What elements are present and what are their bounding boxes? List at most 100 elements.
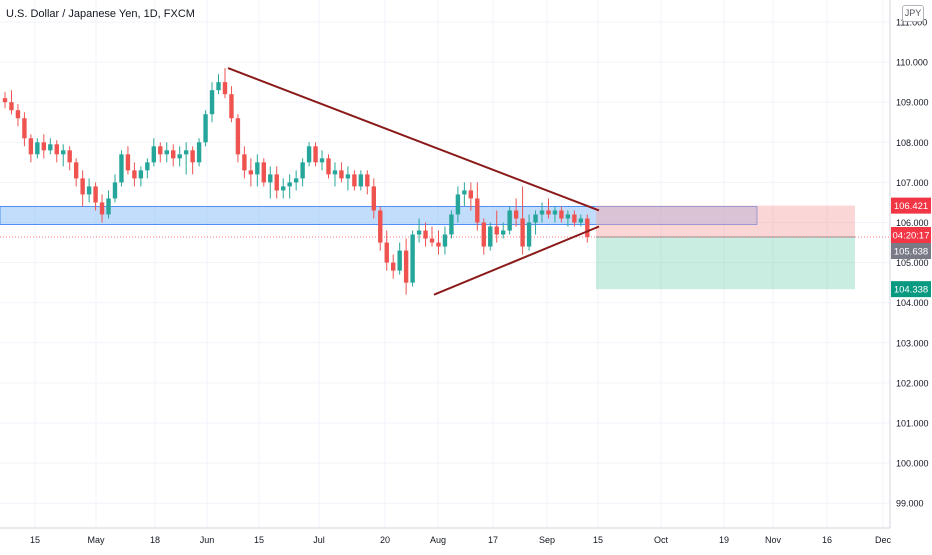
candle [565,214,571,219]
candle [164,150,169,155]
candle [313,146,318,163]
candle [488,226,493,247]
y-tick-label: 106.000 [896,218,929,228]
candle [513,210,519,219]
candle [99,202,105,215]
candle [242,154,247,171]
candle [222,82,228,95]
x-tick-label: 15 [254,535,264,545]
candle [177,154,182,159]
trendline [433,225,600,296]
candle [442,234,448,247]
candle [500,230,506,235]
x-tick-label: 16 [822,535,832,545]
candle [494,226,499,235]
candle [352,174,357,187]
candle [112,182,118,199]
candle [371,186,376,211]
candle [481,222,486,247]
candle [9,102,14,111]
candle [54,144,59,155]
candle [507,210,512,231]
candle [332,170,338,175]
candle [151,146,157,163]
candle [183,150,189,155]
candle [539,210,545,215]
y-tick-label: 109.000 [896,98,929,108]
stop-price-label: 106.421 [894,201,928,212]
candle [365,174,370,187]
candle [559,210,564,219]
bar-countdown-label-bg [891,227,931,244]
candle [533,214,538,223]
candle [306,146,312,163]
take-profit-zone [596,237,855,290]
y-tick-label: 110.000 [896,58,928,68]
candle [125,154,131,171]
currency-badge[interactable]: JPY [902,5,924,22]
y-tick-label: 104.000 [896,298,929,308]
x-tick-label: Aug [430,535,446,545]
candle [552,210,558,215]
y-tick-label: 102.000 [896,378,929,388]
last-price-label: 105.638 [894,247,928,258]
candle [378,210,383,243]
candle [475,198,480,223]
candle [449,214,454,235]
candle [28,138,34,155]
x-tick-label: Sep [539,535,555,545]
x-tick-label: 19 [719,535,729,545]
candle [345,174,351,179]
candle [319,158,325,163]
candle [520,218,525,247]
x-tick-label: Dec [875,535,892,545]
x-tick-label: May [87,535,105,545]
x-tick-label: 17 [488,535,498,545]
target-price-label-bg [891,281,931,298]
candle [35,142,40,155]
candle [358,174,364,187]
last-price-label-bg [891,243,931,260]
candle [15,110,21,119]
stop-price-label-bg [891,197,931,214]
candle [86,186,92,195]
candle [235,118,241,155]
candle [546,210,551,215]
x-tick-label: 15 [593,535,603,545]
candle [80,178,85,195]
x-tick-label: Nov [765,535,782,545]
candle [397,250,402,271]
candle [403,250,409,283]
y-tick-label: 103.000 [896,338,929,348]
candle [106,198,111,215]
candle [73,162,79,179]
candle [281,186,286,191]
candle [526,222,532,247]
candle [255,162,260,175]
candle [158,146,163,155]
candle [436,242,441,247]
candle [293,178,299,183]
candle [203,114,208,143]
candle [287,182,292,187]
candle [468,190,474,199]
candle [455,194,461,215]
y-tick-label: 105.000 [896,258,929,268]
candle [429,238,435,243]
y-tick-label: 108.000 [896,138,929,148]
candle [61,150,66,155]
candle [416,230,422,235]
candle [216,82,221,91]
x-tick-label: 18 [150,535,160,545]
target-price-label: 104.338 [894,285,928,296]
y-tick-label: 100.000 [896,459,929,469]
candle [248,170,254,175]
candle [229,94,234,119]
candle [268,174,273,183]
candle [145,162,150,171]
x-tick-label: Jul [313,535,325,545]
x-tick-label: 15 [30,535,40,545]
candle [171,150,176,159]
